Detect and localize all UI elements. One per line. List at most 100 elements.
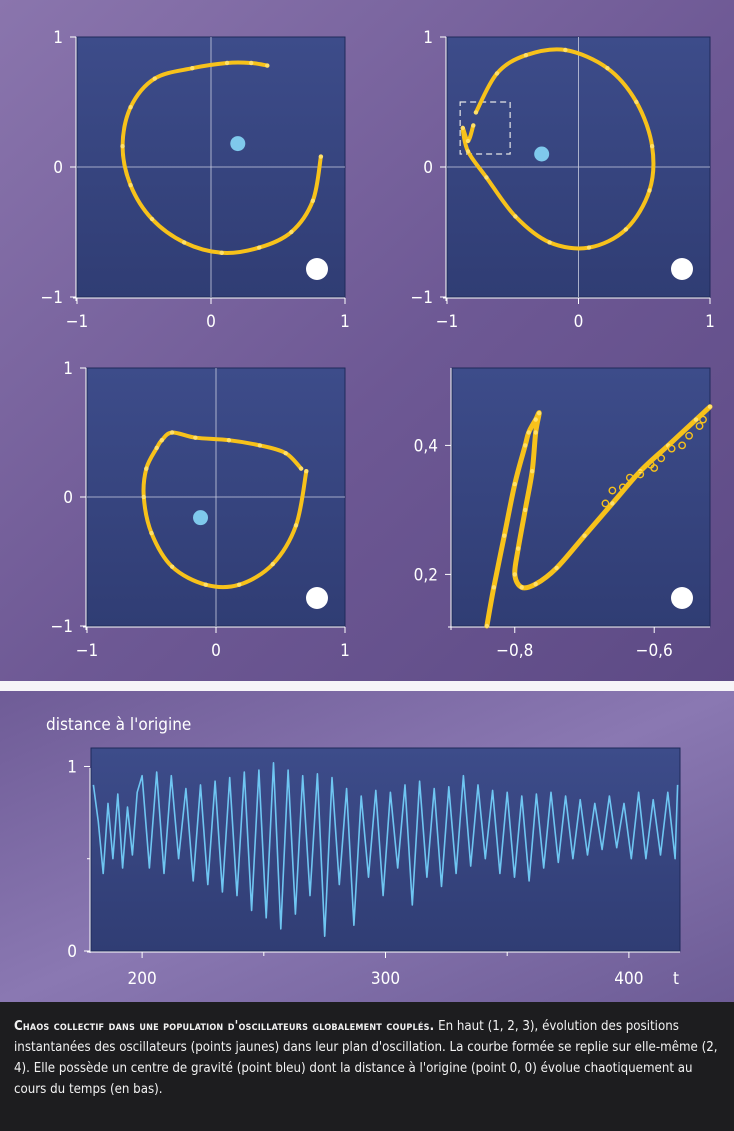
panel-1-oscillator-point [318,154,324,159]
panel-2-oscillator-point [623,227,629,232]
panel-4-oscillator-point [523,443,528,448]
panel-1-oscillator-point [128,183,133,188]
distance-y-tick-label: 1 [67,757,77,777]
panel-4-oscillator-point [536,410,542,416]
panel-3-oscillator-point [237,582,242,587]
distance-x-tick-label: 200 [128,969,157,989]
panel-4-oscillator-point [512,481,517,487]
distance-y-label: distance à l'origine [46,715,191,735]
distance-x-tick-label: 400 [614,969,643,989]
panel-4-oscillator-point [523,507,528,513]
panel-2-oscillator-point [563,47,568,53]
panel-3-oscillator-point [154,445,159,451]
panel-1-oscillator-point [257,245,262,250]
panel-4-scatter-point [667,444,676,453]
panel-2-oscillator-point [605,66,610,71]
panel-4-x-tick-label: −0,8 [496,641,533,661]
panel-2-oscillator-point [473,110,479,115]
panel-3-centre-of-gravity [193,510,209,526]
caption: Chaos collectif dans une population d'os… [0,1002,734,1131]
panel-2-oscillator-point [634,99,639,105]
panel-1-oscillator-point [310,198,316,203]
panel-4-oscillator-point [533,430,538,435]
panel-4-scatter-point [636,470,645,479]
panel-2-x-tick-label: 1 [705,312,715,332]
panel-2-oscillator-point [471,123,476,128]
panel-3-oscillator-point [193,435,198,440]
panel-3-oscillator-point [169,430,175,435]
panel-2-badge [671,258,693,280]
panel-2-oscillator-point [460,125,465,131]
panel-4-oscillator-point [491,585,497,590]
separator [0,681,734,691]
panel-3-y-tick-label: 1 [63,359,73,379]
panel-2-centre-of-gravity [534,146,550,162]
panel-4-scatter-point [695,422,704,430]
panel-3-y-tick-label: −1 [50,617,73,637]
panel-4-scatter-point [625,473,634,482]
panel-1-oscillator-point [190,66,195,71]
panel-3-x-tick-label: 1 [340,641,350,661]
panel-1-y-tick-label: −1 [40,288,63,308]
panel-4-oscillator-point [512,572,517,577]
panel-2-oscillator-point [465,138,471,144]
panel-2-oscillator-point [586,245,592,250]
panel-2-oscillator-point [647,188,652,193]
panel-4-y-tick-label: 0,4 [414,436,438,456]
panel-1-oscillator-point [120,144,125,149]
panel-2-y-tick-label: 0 [423,158,433,178]
panel-2-oscillator-point [494,71,500,76]
panel-1-x-tick-label: −1 [66,312,89,332]
panel-1-oscillator-point [182,240,187,245]
panel-3-oscillator-point [270,561,275,567]
panel-1-y-tick-label: 1 [53,28,63,48]
panel-4-scatter-point [685,431,693,440]
panel-4-oscillator-point [529,469,535,474]
panel-3-oscillator-point [144,466,149,471]
panel-4-oscillator-point [693,417,699,422]
panel-3-oscillator-point [169,564,175,569]
panel-4-oscillator-point [610,501,615,506]
panel-3-oscillator-point [298,466,304,471]
panel-1-oscillator-point [128,105,133,110]
panel-3-y-tick-label: 0 [63,488,73,508]
panel-3-oscillator-point [141,494,146,500]
panel-2-oscillator-point [484,175,489,180]
panel-3-x-tick-label: 0 [211,641,221,661]
panel-3-oscillator-point [226,438,232,443]
panel-2-badge-label: ❷ [672,255,692,283]
panel-1-oscillator-point [224,60,230,66]
panel-4-oscillator-point [526,430,531,435]
panel-4-oscillator-point [707,404,713,409]
panel-2-oscillator-point [513,214,518,219]
panel-3-badge-label: ❸ [307,584,327,612]
charts-layer: −1 0 1 −1 0 1 ❶ −1 0 1 −1 0 1 ❷ −1 0 1 −1 0 1 ❸ −0,8 −0,6 0,2 0,… [40,28,714,989]
panel-4-scatter-point [650,464,659,472]
panel-2: −1 0 1 −1 0 1 ❷ [410,28,714,332]
panel-2-y-tick-label: 1 [423,28,433,48]
panel-2-x-tick-label: 0 [574,312,584,332]
panel-4-oscillator-point [533,581,538,587]
panel-4-y-tick-label: 0,2 [414,565,438,585]
panel-4-oscillator-point [519,585,524,590]
panel-3: −1 0 1 −1 0 1 ❸ [50,359,349,661]
panel-1-badge [306,258,328,280]
distance-signal-line [92,762,679,937]
panel-1-oscillator-point [265,63,270,68]
distance-y-tick-label: 0 [67,942,77,962]
panel-4-scatter-point [618,483,627,492]
caption-text: En haut (1, 2, 3), évolution des positio… [14,1019,718,1097]
distance-chart: distance à l'origine 0 1 200 300 400 t [46,715,681,989]
panel-3-oscillator-point [203,582,208,587]
panel-4-badge-label: ❹ [672,584,692,612]
panel-2-oscillator-point [523,53,529,58]
distance-x-axis-label: t [673,969,679,989]
panel-4-oscillator-point [502,533,507,538]
panel-1-badge-label: ❶ [307,255,327,283]
panel-3-oscillator-point [304,469,309,474]
panel-1-centre-of-gravity [230,136,246,152]
panel-2-y-tick-label: −1 [410,288,433,308]
distance-x-tick-label: 300 [371,969,400,989]
panel-1-oscillator-point [149,216,155,222]
